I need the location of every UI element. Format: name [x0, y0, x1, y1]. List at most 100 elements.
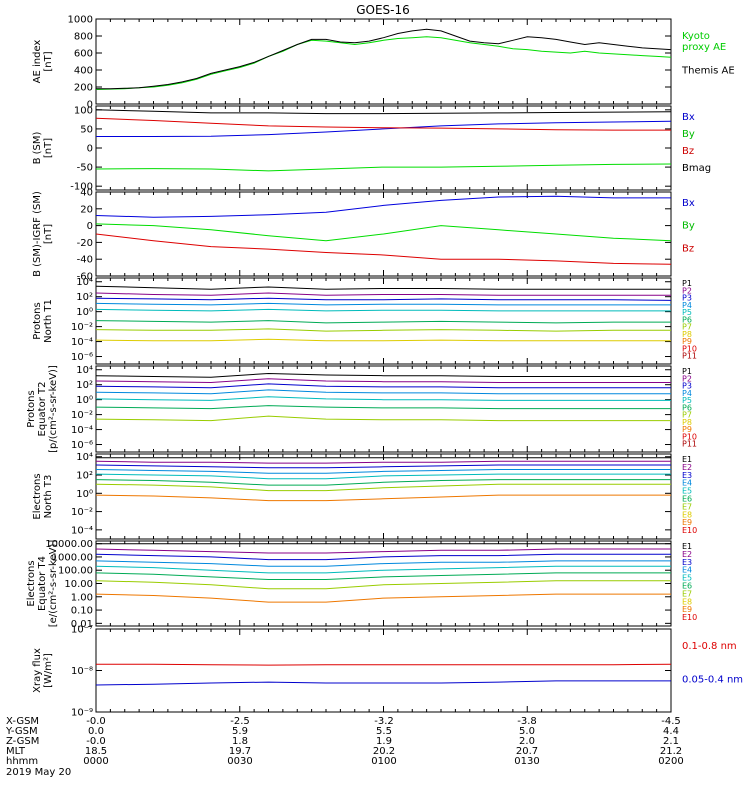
y-tick-label: 0.10	[71, 606, 93, 617]
y-axis-label: B (SM)	[32, 131, 43, 164]
series-line	[95, 195, 671, 218]
series-line	[95, 473, 671, 480]
bottom-row-value: 21.2	[660, 746, 682, 757]
series-line	[95, 163, 672, 172]
y-tick-label: 50	[80, 124, 93, 135]
legend-label: P10	[682, 432, 697, 441]
legend-label: P8	[682, 330, 692, 339]
y-tick-label: 10⁰	[76, 307, 93, 318]
bottom-row-value: -0.0	[86, 736, 106, 747]
bottom-row-value: -4.5	[661, 716, 681, 727]
series-line	[95, 396, 671, 401]
series-line	[95, 389, 671, 395]
bottom-row-value: 20.7	[516, 746, 538, 757]
page-title: GOES-16	[356, 3, 410, 17]
legend-label: P4	[682, 301, 692, 310]
legend-label: By	[682, 221, 695, 232]
legend-label: P7	[682, 411, 692, 420]
date-label: 2019 May 20	[6, 767, 71, 778]
series-line	[95, 109, 672, 115]
series-line	[95, 302, 671, 306]
legend-label: Kyoto	[682, 31, 710, 42]
y-tick-label: 0	[87, 221, 93, 232]
series-line	[95, 285, 671, 290]
y-tick-label: 0	[87, 144, 93, 155]
series-line	[95, 36, 672, 90]
bottom-row-label: hhmm	[6, 756, 38, 767]
panel-frame	[95, 105, 672, 191]
y-tick-label: -40	[77, 255, 93, 266]
legend-label: E1	[682, 455, 692, 464]
legend-label: P5	[682, 308, 692, 317]
y-tick-label: 10⁻²	[71, 410, 93, 421]
series-line	[95, 372, 671, 378]
series-line	[95, 553, 671, 561]
y-tick-label: 10⁰	[76, 489, 93, 500]
y-axis-label: [nT]	[43, 224, 54, 244]
y-tick-label: 40	[80, 188, 93, 199]
legend-label: P9	[682, 337, 692, 346]
bottom-row-value: 5.9	[232, 726, 248, 737]
y-axis-label: North T1	[43, 299, 54, 343]
y-axis-label: [nT]	[43, 51, 54, 71]
y-tick-label: 1000	[68, 15, 93, 26]
bottom-row-label: X-GSM	[6, 716, 39, 727]
legend-label: Bx	[682, 112, 695, 123]
series-line	[95, 383, 671, 389]
series-line	[95, 233, 672, 265]
legend-label: P1	[682, 279, 692, 288]
y-axis-label: Equator T4	[37, 556, 48, 611]
bottom-row-value: -2.5	[230, 716, 250, 727]
y-tick-label: 200	[74, 83, 93, 94]
panel-7: 0.01 0.10 1.00 10.00 100.00 1000.00 10000.00 El…	[26, 539, 697, 630]
bottom-row-label: Z-GSM	[6, 736, 39, 747]
series-line	[95, 378, 671, 384]
y-tick-label: 0.01	[71, 619, 93, 630]
legend-label: P4	[682, 389, 692, 398]
bottom-row-value: 0.0	[88, 726, 104, 737]
panel-4: 10⁻⁶ 10⁻⁴ 10⁻² 10⁰ 10² 10⁴ Protons North T1 P1P2…	[32, 277, 697, 365]
y-tick-label: 20	[80, 204, 93, 215]
legend-label: P8	[682, 418, 692, 427]
legend-label: Themis AE	[681, 66, 735, 77]
bottom-row-value: -3.2	[374, 716, 394, 727]
y-axis-label: [W/m²]	[43, 653, 54, 688]
y-tick-label: 10⁻⁶	[71, 352, 93, 363]
panel-frame	[95, 277, 672, 365]
bottom-row-value: 0030	[227, 756, 252, 767]
legend-label: P1	[682, 367, 692, 376]
series-line	[95, 297, 672, 301]
bottom-row-value: 1.9	[376, 736, 392, 747]
legend-label: P11	[682, 352, 697, 361]
y-tick-label: 10.00	[64, 579, 93, 590]
legend-label: E6	[682, 495, 692, 504]
series-line	[95, 338, 671, 342]
y-tick-label: 10⁻⁸	[71, 666, 93, 677]
series-line	[95, 308, 671, 312]
bottom-axis-table: X-GSM -0.0 -2.5 -3.2 -3.8 -4.5 Y-GSM 0.0 5.9 5.5 5…	[5, 716, 684, 767]
y-axis-label: [p/(cm²-s-sr-keV)]	[48, 365, 59, 453]
bottom-row-value: 20.2	[373, 746, 395, 757]
y-tick-label: -60	[77, 272, 93, 283]
bottom-row-label: MLT	[6, 746, 26, 757]
y-axis-label: Equator T2	[37, 382, 48, 437]
y-tick-label: 600	[74, 49, 93, 60]
y-tick-label: -20	[77, 238, 93, 249]
legend-label: P3	[682, 294, 692, 303]
y-axis-label: Protons	[32, 302, 43, 339]
y-tick-label: 100.00	[58, 566, 93, 577]
series-line	[95, 479, 671, 486]
y-tick-label: 10⁻²	[71, 322, 93, 333]
y-tick-label: 10²	[76, 292, 93, 303]
legend-label: P7	[682, 323, 692, 332]
legend-label: E10	[682, 613, 697, 622]
y-tick-label: 10⁻⁴	[71, 337, 93, 348]
legend-label: E9	[682, 518, 692, 527]
y-axis-label: Protons	[26, 390, 37, 427]
legend-label: Bx	[682, 198, 695, 209]
bottom-row-value: 2.1	[663, 736, 679, 747]
y-tick-label: 10²	[76, 471, 93, 482]
series-line	[96, 120, 672, 137]
